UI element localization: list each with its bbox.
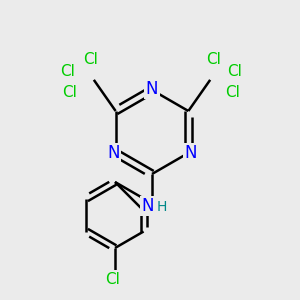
Text: Cl: Cl	[83, 52, 98, 68]
Text: Cl: Cl	[60, 64, 75, 80]
Text: Cl: Cl	[62, 85, 77, 100]
Text: H: H	[157, 200, 167, 214]
Text: Cl: Cl	[225, 85, 240, 100]
Text: N: N	[107, 144, 120, 162]
Text: N: N	[184, 144, 196, 162]
Text: Cl: Cl	[227, 64, 242, 80]
Text: N: N	[142, 197, 154, 215]
Text: Cl: Cl	[206, 52, 220, 68]
Text: N: N	[146, 80, 158, 98]
Text: Cl: Cl	[106, 272, 120, 286]
